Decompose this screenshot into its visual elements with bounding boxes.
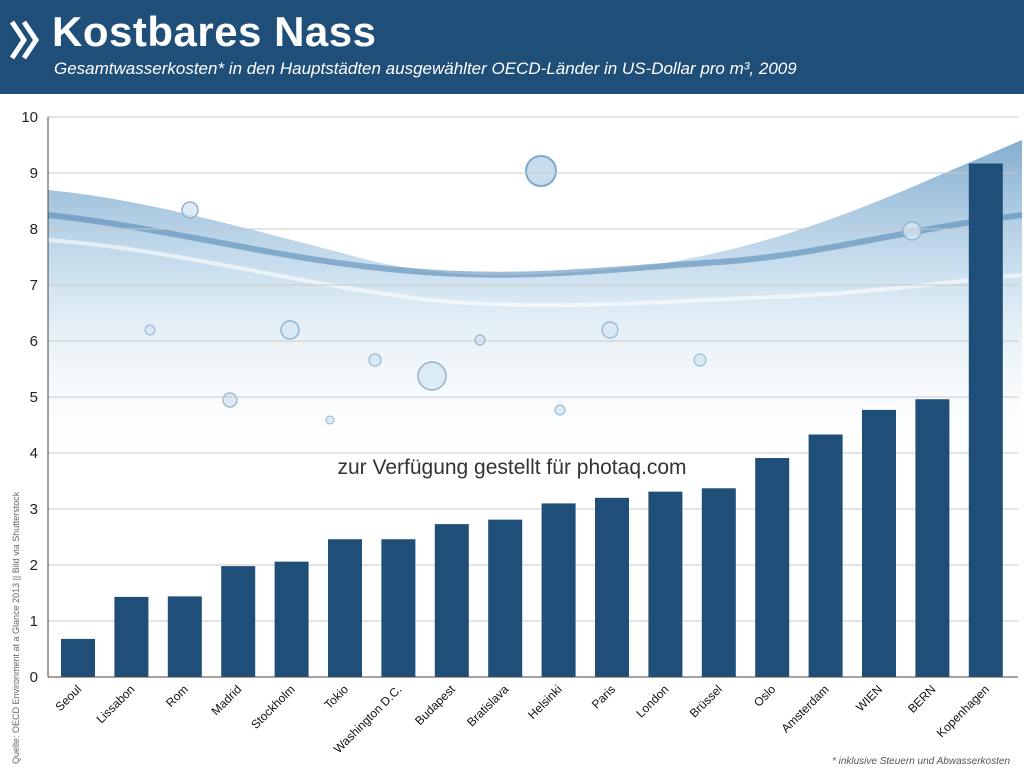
bar — [274, 561, 309, 677]
y-tick-label: 3 — [30, 501, 38, 518]
source-note: Quelle: OECD Environment at a Glance 201… — [11, 491, 21, 764]
bar — [968, 163, 1003, 678]
y-tick-label: 7 — [30, 277, 38, 294]
water-splash-background — [47, 140, 1023, 470]
y-tick-label: 2 — [30, 557, 38, 574]
bar — [167, 596, 202, 677]
y-tick-label: 0 — [30, 669, 38, 686]
y-tick-label: 9 — [30, 165, 38, 182]
x-tick-label: Kopenhagen — [934, 682, 992, 740]
bar — [862, 409, 896, 677]
gridlines — [48, 116, 1018, 622]
oecd-chevron-logo-icon — [9, 20, 40, 60]
chart-title: Kostbares Nass — [52, 8, 377, 55]
y-tick-label: 10 — [21, 109, 38, 126]
y-tick-label: 8 — [30, 221, 38, 238]
x-tick-label: Tokio — [321, 682, 351, 712]
x-tick-label: Madrid — [208, 682, 244, 718]
bar — [755, 458, 790, 677]
y-tick-label: 5 — [30, 389, 38, 406]
y-tick-label: 6 — [30, 333, 38, 350]
bar-chart: 0 1 2 3 4 5 6 7 8 9 10 Seoul Lissabon Rom Madrid Stock… — [21, 109, 1023, 756]
watermark: zur Verfügung gestellt für photaq.com — [337, 456, 687, 479]
x-tick-label: Brüssel — [687, 682, 725, 720]
bar — [381, 539, 416, 677]
bar — [595, 497, 629, 677]
x-tick-label: London — [633, 682, 671, 720]
header-banner: Kostbares Nass Gesamtwasserkosten* in de… — [0, 0, 1024, 94]
bar — [808, 434, 843, 677]
footnote: * inklusive Steuern und Abwasserkosten — [831, 756, 1010, 767]
y-axis-ticks: 0 1 2 3 4 5 6 7 8 9 10 — [21, 109, 38, 686]
bar — [915, 399, 950, 677]
x-tick-label: Bratislava — [464, 682, 511, 729]
x-tick-label: Rom — [163, 682, 191, 710]
bar — [61, 638, 95, 677]
bar — [114, 596, 149, 677]
x-tick-label: Lissabon — [94, 682, 138, 726]
bar — [541, 503, 576, 677]
x-tick-label: Stockholm — [248, 682, 298, 732]
x-tick-label: BERN — [905, 682, 938, 715]
x-tick-label: Amsterdam — [778, 682, 831, 735]
x-tick-label: Budapest — [412, 682, 458, 728]
bars — [61, 163, 1003, 678]
chart-subtitle: Gesamtwasserkosten* in den Hauptstädten … — [54, 59, 797, 78]
x-tick-label: Paris — [589, 682, 618, 711]
bar — [701, 488, 736, 677]
x-tick-label: Seoul — [53, 682, 85, 714]
bar — [328, 539, 362, 677]
x-tick-label: WIEN — [853, 682, 885, 714]
bar — [488, 519, 523, 677]
bar — [648, 491, 683, 677]
bar — [221, 566, 256, 677]
x-tick-label: Helsinki — [525, 682, 565, 722]
y-tick-label: 4 — [30, 445, 38, 462]
x-tick-label: Oslo — [751, 682, 779, 710]
y-tick-label: 1 — [30, 613, 38, 630]
bar — [434, 524, 469, 677]
x-axis-ticks: Seoul Lissabon Rom Madrid Stockholm TokioWash… — [53, 682, 992, 756]
